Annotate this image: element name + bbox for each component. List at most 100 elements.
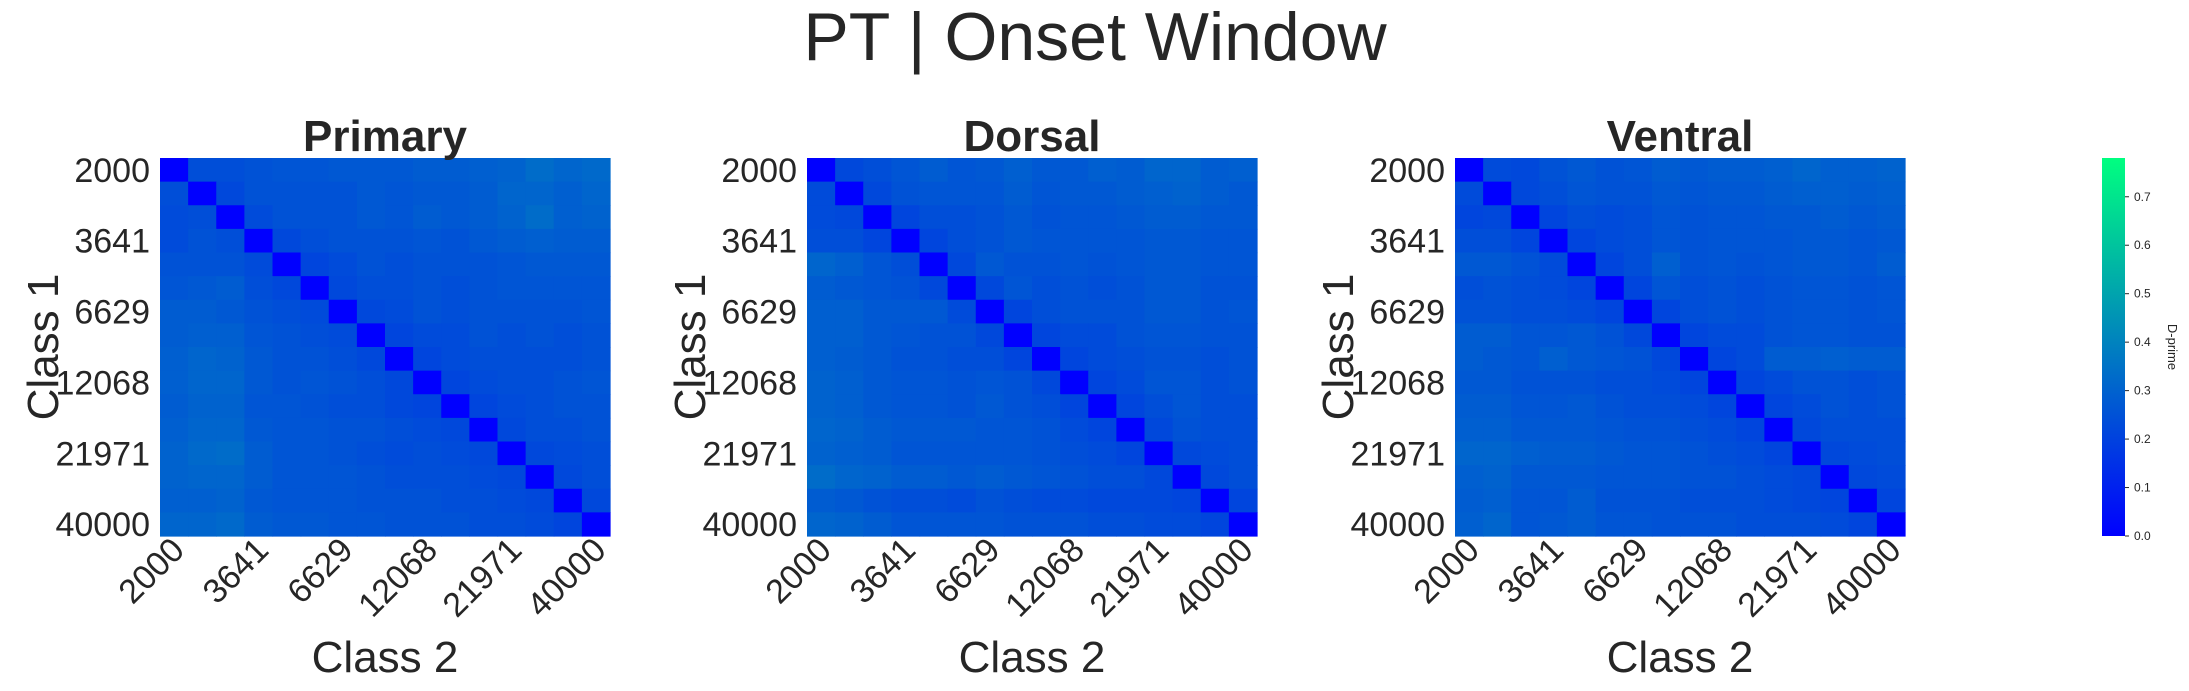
heatmap-cell [1680, 465, 1709, 490]
x-tick-label: 40000 [1167, 531, 1261, 625]
heatmap-cell [581, 252, 611, 277]
heatmap-cell [947, 323, 977, 348]
heatmap-cell [1595, 488, 1625, 513]
heatmap-cell [553, 323, 583, 348]
heatmap-cell [1876, 299, 1906, 324]
heatmap-cell [244, 181, 274, 206]
heatmap-cell [1200, 347, 1230, 372]
heatmap-cell [1792, 181, 1822, 206]
heatmap-cell [244, 228, 274, 254]
x-tick-label: 12068 [351, 531, 445, 625]
heatmap-cell [1060, 488, 1089, 513]
heatmap-cell [1764, 347, 1794, 372]
heatmap-cell [1511, 323, 1540, 348]
heatmap-cell [1595, 205, 1625, 230]
heatmap-cell [469, 370, 499, 395]
heatmap-cell [919, 417, 949, 443]
heatmap-cell [413, 417, 442, 443]
x-tick-label: 12068 [1646, 531, 1740, 625]
heatmap-cell [1060, 370, 1089, 395]
heatmap-cell [1680, 417, 1709, 443]
heatmap-cell [835, 465, 864, 490]
heatmap-cell [1708, 488, 1737, 513]
heatmap-cell [1060, 323, 1089, 348]
heatmap-cell [328, 370, 358, 395]
heatmap-cell [1088, 158, 1117, 183]
heatmap-cell [1567, 370, 1597, 395]
heatmap-cell [919, 205, 949, 230]
heatmap-cell [525, 394, 555, 419]
heatmap-cell [1060, 181, 1089, 206]
heatmap-cell [413, 323, 442, 348]
heatmap-cell [1595, 512, 1625, 537]
colorbar-tick-label: 0.2 [2134, 432, 2151, 446]
heatmap-cell [216, 441, 245, 466]
heatmap-cell [300, 488, 330, 513]
heatmap-cell [807, 158, 836, 183]
x-tick-label: 40000 [520, 531, 614, 625]
heatmap-cell [807, 512, 836, 537]
heatmap-cell [1820, 205, 1850, 230]
heatmap-cell [1623, 205, 1653, 230]
heatmap-cell [553, 276, 583, 301]
heatmap-cell [1483, 488, 1512, 513]
heatmap-cell [1003, 228, 1033, 254]
heatmap-cell [1539, 205, 1569, 230]
heatmap-cell [553, 205, 583, 230]
heatmap-cell [1455, 488, 1484, 513]
heatmap-cell [1088, 276, 1117, 301]
heatmap-cell [1539, 323, 1569, 348]
heatmap-cell [1483, 228, 1512, 254]
heatmap-cell [497, 370, 527, 395]
heatmap-cell [1848, 299, 1878, 324]
heatmap-cell [441, 394, 470, 419]
heatmap-cell [328, 465, 358, 490]
heatmap-cell [807, 205, 836, 230]
heatmap-cell [1876, 370, 1906, 395]
heatmap-cell [1651, 370, 1681, 395]
heatmap-cell [1032, 441, 1061, 466]
heatmap-cell [1848, 394, 1878, 419]
heatmap-cell [1228, 205, 1258, 230]
heatmap-cell [919, 252, 949, 277]
heatmap-cell [863, 158, 892, 183]
heatmap-cell [835, 158, 864, 183]
heatmap-cell [1623, 323, 1653, 348]
heatmap-cell [1680, 158, 1709, 183]
heatmap-cell [1820, 228, 1850, 254]
heatmap-cell [1228, 228, 1258, 254]
heatmap-cell [525, 299, 555, 324]
heatmap-cell [1792, 417, 1822, 443]
heatmap-cell [553, 417, 583, 443]
heatmap-cell [1032, 417, 1061, 443]
heatmap-cell [441, 252, 470, 277]
heatmap-cell [863, 181, 892, 206]
heatmap-cell [1595, 181, 1625, 206]
heatmap-cell [1200, 181, 1230, 206]
heatmap-cell [1680, 488, 1709, 513]
heatmap-cell [947, 347, 977, 372]
heatmap-cell [1764, 299, 1794, 324]
heatmap-cell [919, 465, 949, 490]
heatmap-cell [1088, 441, 1117, 466]
heatmap-cell [1228, 299, 1258, 324]
heatmap-cell [1820, 323, 1850, 348]
heatmap-cell [1567, 252, 1597, 277]
heatmap-cell [328, 299, 358, 324]
heatmap-cell [1483, 158, 1512, 183]
heatmap-cell [891, 465, 921, 490]
heatmap-cell [1680, 512, 1709, 537]
heatmap-cell [1764, 488, 1794, 513]
heatmap-cell [441, 347, 470, 372]
heatmap-cell [947, 205, 977, 230]
heatmap-cell [947, 276, 977, 301]
heatmap-cell [300, 299, 330, 324]
x-tick-label: 21971 [436, 531, 530, 625]
heatmap-cell [1595, 347, 1625, 372]
heatmap-cell [300, 276, 330, 301]
heatmap-cell [863, 417, 892, 443]
heatmap-cell [1736, 205, 1765, 230]
heatmap-cell [272, 299, 302, 324]
heatmap-cell [947, 252, 977, 277]
